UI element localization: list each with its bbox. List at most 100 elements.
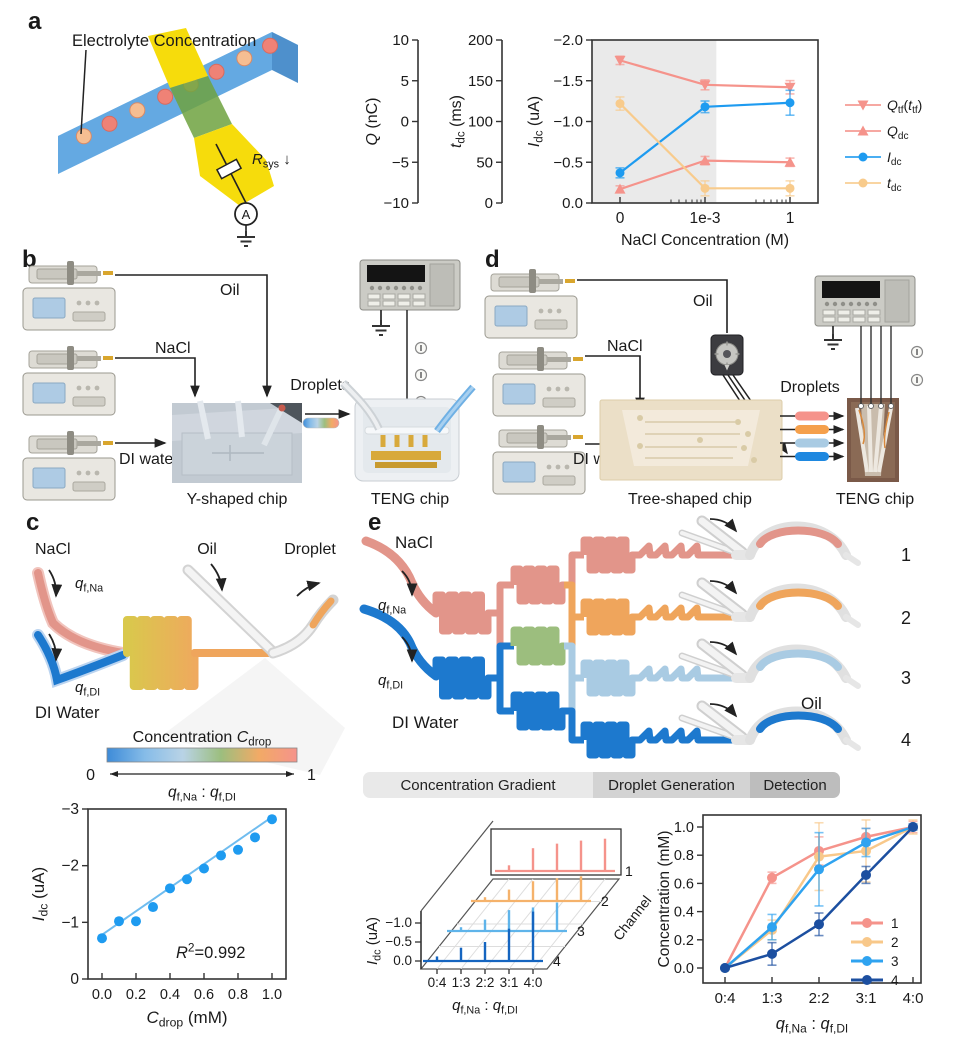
tick-label: 0.8 xyxy=(228,987,248,1003)
mixing-serpentine xyxy=(123,616,201,690)
teng-chip-photo xyxy=(340,380,476,482)
resistor-icon xyxy=(215,158,243,180)
data-point xyxy=(614,183,626,194)
tick-label: −0.5 xyxy=(553,154,583,171)
oil-injector-tube xyxy=(698,702,746,741)
syringe-pump-icon xyxy=(22,260,116,331)
probe-node-icon xyxy=(414,341,428,355)
chip-inlet-tube xyxy=(197,400,211,440)
tick-label: 0:4 xyxy=(428,975,447,990)
droplet-capsule-icon xyxy=(795,452,829,461)
device-end-face xyxy=(272,32,298,83)
data-point xyxy=(784,82,796,93)
chip-tube xyxy=(855,407,869,473)
flow-ratio-label: qf,Na : qf,DI xyxy=(168,784,236,803)
nacl-channel xyxy=(34,569,127,657)
flow-arrow xyxy=(709,518,738,533)
colorbar-max: 1 xyxy=(307,767,316,784)
oil-injector-tube xyxy=(680,593,734,615)
legend-label: 2 xyxy=(891,935,899,950)
tick-label: 150 xyxy=(468,73,493,90)
tick-label: 1.0 xyxy=(262,987,282,1003)
tick-label: 1 xyxy=(786,210,795,227)
resistor-label: Rsys ↓ xyxy=(252,151,291,170)
flow-arrow xyxy=(296,580,321,597)
tick-label: 0.0 xyxy=(92,987,112,1003)
flow-rate-di-label: qf,DI xyxy=(75,679,100,698)
data-point xyxy=(614,55,626,66)
tick-label: 50 xyxy=(476,154,493,171)
tree-chip-caption: Tree-shaped chip xyxy=(628,491,752,508)
data-point xyxy=(767,922,777,933)
data-point xyxy=(182,874,192,885)
oil-injector-tube xyxy=(698,579,746,618)
di-channel xyxy=(34,631,127,686)
tick-label: 0.4 xyxy=(674,905,694,921)
syringe-pump-icon xyxy=(22,430,116,501)
tree-shaped-chip-photo xyxy=(599,399,783,481)
tick-label: 2:2 xyxy=(476,975,495,990)
channel-tick: 3 xyxy=(577,923,585,939)
legend-marker xyxy=(862,937,872,947)
branch xyxy=(564,674,584,715)
axis-label: NaCl Concentration (M) xyxy=(621,232,789,249)
flow-arrow xyxy=(401,570,418,597)
teng-chip-photo xyxy=(847,398,899,482)
droplet-capsule-icon xyxy=(795,438,829,448)
data-point xyxy=(700,102,710,112)
panel-d-setup: Oil NaCl DI water Tree-shaped chip Dropl… xyxy=(484,268,924,508)
panel-c-chart: −3 −2 −1 0 0.0 0.2 0.4 0.6 0.8 1.0 Cdrop (mM) Idc (… xyxy=(29,801,287,1030)
output-label-2: 2 xyxy=(901,608,911,628)
probe-node-icon xyxy=(910,373,924,387)
serpentine-mixer xyxy=(580,598,636,636)
tick-label: 1:3 xyxy=(762,990,783,1007)
tick-label: −0.5 xyxy=(385,934,412,949)
axis-label: Idc (uA) xyxy=(364,917,383,965)
droplet-streams xyxy=(780,411,845,461)
panel-c-diagram: NaCl Oil Droplet qf,Na qf,DI DI Water Co… xyxy=(32,541,345,803)
nacl-inlet xyxy=(361,536,441,618)
valve-icon xyxy=(710,334,744,376)
legend-label: 4 xyxy=(891,973,899,988)
r-squared-annotation: R2=0.992 xyxy=(176,941,245,962)
panel-label-a: a xyxy=(28,8,42,35)
serpentine-mixer xyxy=(580,659,636,697)
droplet-icon xyxy=(101,115,118,132)
output-arch xyxy=(756,711,842,733)
tick-label: −1.0 xyxy=(553,114,583,131)
oil-injector-tube xyxy=(698,517,746,556)
output-label-4: 4 xyxy=(901,730,911,750)
oil-tubing-line xyxy=(577,279,728,333)
droplet-generation-channel xyxy=(634,665,736,682)
tick-label: 4:0 xyxy=(524,975,543,990)
droplet-icon xyxy=(208,63,225,80)
flow-rate-na-label: qf,Na xyxy=(378,597,406,616)
serpentine-mixer xyxy=(510,691,566,731)
plot-frame xyxy=(702,814,922,984)
tick-label: 5 xyxy=(401,73,409,90)
data-point xyxy=(858,178,868,188)
droplet-icon xyxy=(262,37,279,54)
probe-node-icon xyxy=(910,345,924,359)
legend-marker xyxy=(862,918,872,928)
data-point xyxy=(233,844,243,855)
data-point xyxy=(97,933,107,944)
serpentine-mixer xyxy=(580,536,636,574)
data-point xyxy=(861,837,871,848)
branch xyxy=(564,707,584,744)
panel-e-diagram: NaCl qf,Na qf,DI DI Water Oil 1 2 3 4 xyxy=(359,515,911,759)
droplet-capsule-icon xyxy=(795,411,829,421)
y-shaped-chip-photo xyxy=(172,400,302,483)
droplet-capsule-icon xyxy=(795,425,829,434)
oil-channel xyxy=(184,566,277,656)
axis-label: qf,Na : qf,DI xyxy=(776,1015,848,1036)
droplet-generation-channel xyxy=(634,542,736,559)
tick-label: 1:3 xyxy=(452,975,471,990)
tick-label: 2:2 xyxy=(809,990,830,1007)
tick-label: 0 xyxy=(616,210,625,227)
tick-label: 0.6 xyxy=(674,876,694,892)
ammeter-label: A xyxy=(242,207,251,222)
axis-label: tdc (ms) xyxy=(448,95,468,148)
data-point xyxy=(615,99,625,109)
